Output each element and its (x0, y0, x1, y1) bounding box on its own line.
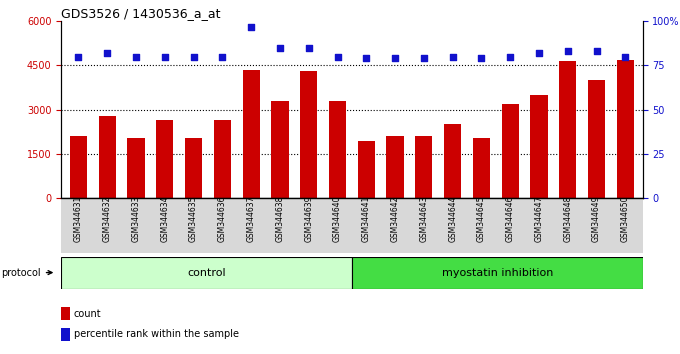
Bar (61, 257, 352, 289)
Bar (559, 61, 577, 198)
Bar (214, 120, 231, 198)
Bar (61, 307, 70, 320)
Bar (473, 138, 490, 198)
Bar (617, 59, 634, 198)
Bar (70, 136, 87, 198)
Text: count: count (74, 309, 101, 319)
Bar (61, 328, 70, 341)
Bar (329, 101, 346, 198)
Bar (352, 257, 643, 289)
Point (447, 54, 458, 59)
Point (188, 54, 199, 59)
Point (620, 54, 631, 59)
Bar (185, 138, 202, 198)
Point (245, 24, 256, 29)
Bar (530, 95, 547, 198)
Point (505, 54, 515, 59)
Point (591, 48, 602, 54)
Point (303, 45, 314, 51)
Text: percentile rank within the sample: percentile rank within the sample (74, 330, 239, 339)
Point (562, 48, 573, 54)
Bar (127, 138, 145, 198)
Point (534, 50, 545, 56)
Point (159, 54, 170, 59)
Point (217, 54, 228, 59)
Point (275, 45, 286, 51)
Point (332, 54, 343, 59)
Text: GDS3526 / 1430536_a_at: GDS3526 / 1430536_a_at (61, 7, 221, 20)
Point (131, 54, 141, 59)
Bar (156, 120, 173, 198)
Text: control: control (187, 268, 226, 278)
Text: protocol: protocol (1, 268, 52, 278)
Point (418, 56, 429, 61)
Bar (300, 72, 318, 198)
Point (361, 56, 372, 61)
Bar (243, 70, 260, 198)
Bar (99, 116, 116, 198)
Bar (358, 141, 375, 198)
Bar (444, 125, 461, 198)
Text: myostatin inhibition: myostatin inhibition (441, 268, 553, 278)
Point (476, 56, 487, 61)
Point (390, 56, 401, 61)
Bar (386, 136, 404, 198)
Point (102, 50, 113, 56)
Bar (588, 80, 605, 198)
Bar (502, 104, 519, 198)
Point (73, 54, 84, 59)
Bar (415, 136, 432, 198)
Bar (271, 101, 288, 198)
